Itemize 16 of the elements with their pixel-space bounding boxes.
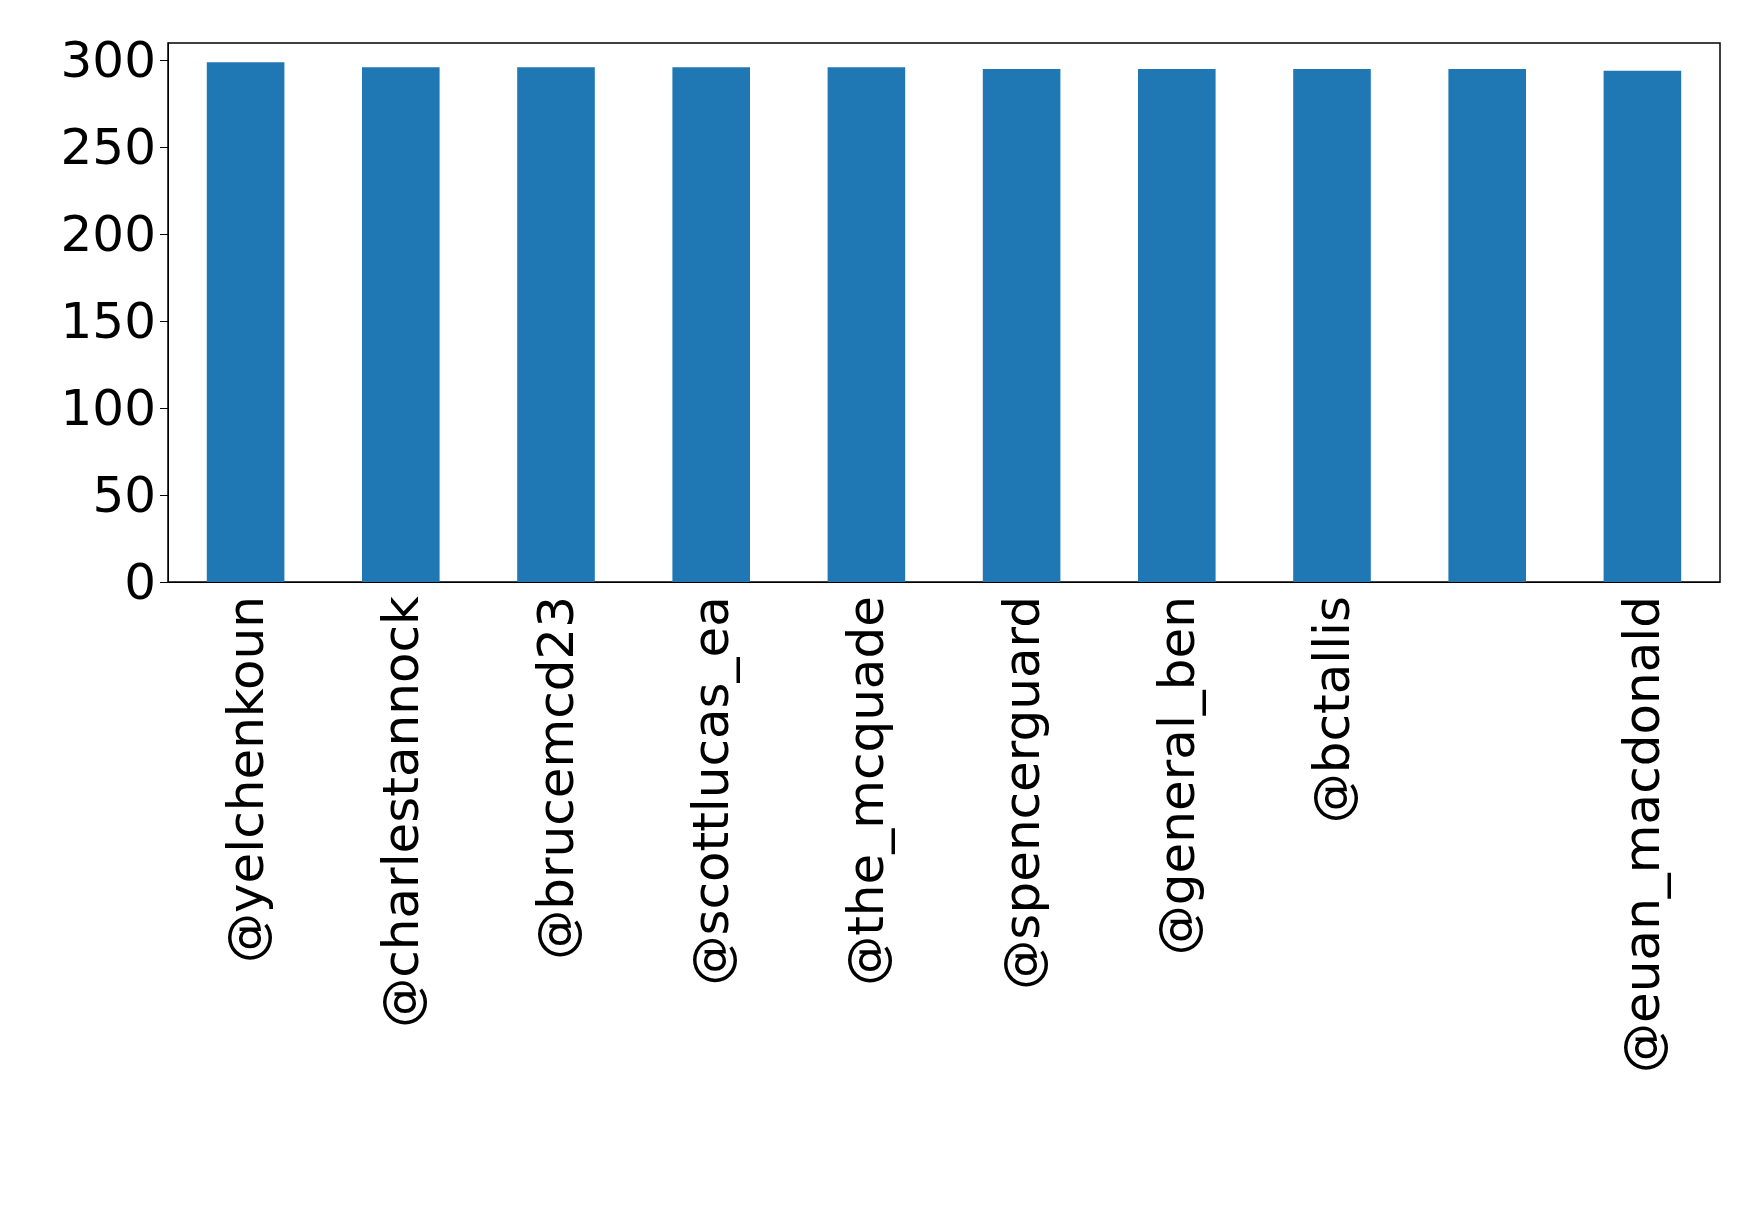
y-tick-label: 250 <box>60 118 156 177</box>
x-tick-label: @bctallis <box>1303 596 1361 824</box>
x-tick-label: @spencerguard <box>992 596 1051 990</box>
x-tick-label: @charlestannock <box>371 595 430 1028</box>
y-tick-label: 200 <box>60 205 156 264</box>
y-tick-label: 0 <box>124 553 156 611</box>
x-tick-label: @yelchenkoun <box>216 596 275 964</box>
y-tick-label: 100 <box>60 379 156 438</box>
x-tick-label: @scottlucas_ea <box>682 596 741 986</box>
x-tick-label: @brucemcd23 <box>527 596 585 960</box>
x-tick-label: @euan_macdonald <box>1613 596 1672 1073</box>
x-tick-label: @general_ben <box>1147 596 1206 956</box>
y-tick-label: 300 <box>60 31 156 90</box>
y-tick-label: 150 <box>60 292 156 351</box>
x-tick-label: @the_mcquade <box>837 596 896 986</box>
y-tick-label: 50 <box>92 466 156 525</box>
